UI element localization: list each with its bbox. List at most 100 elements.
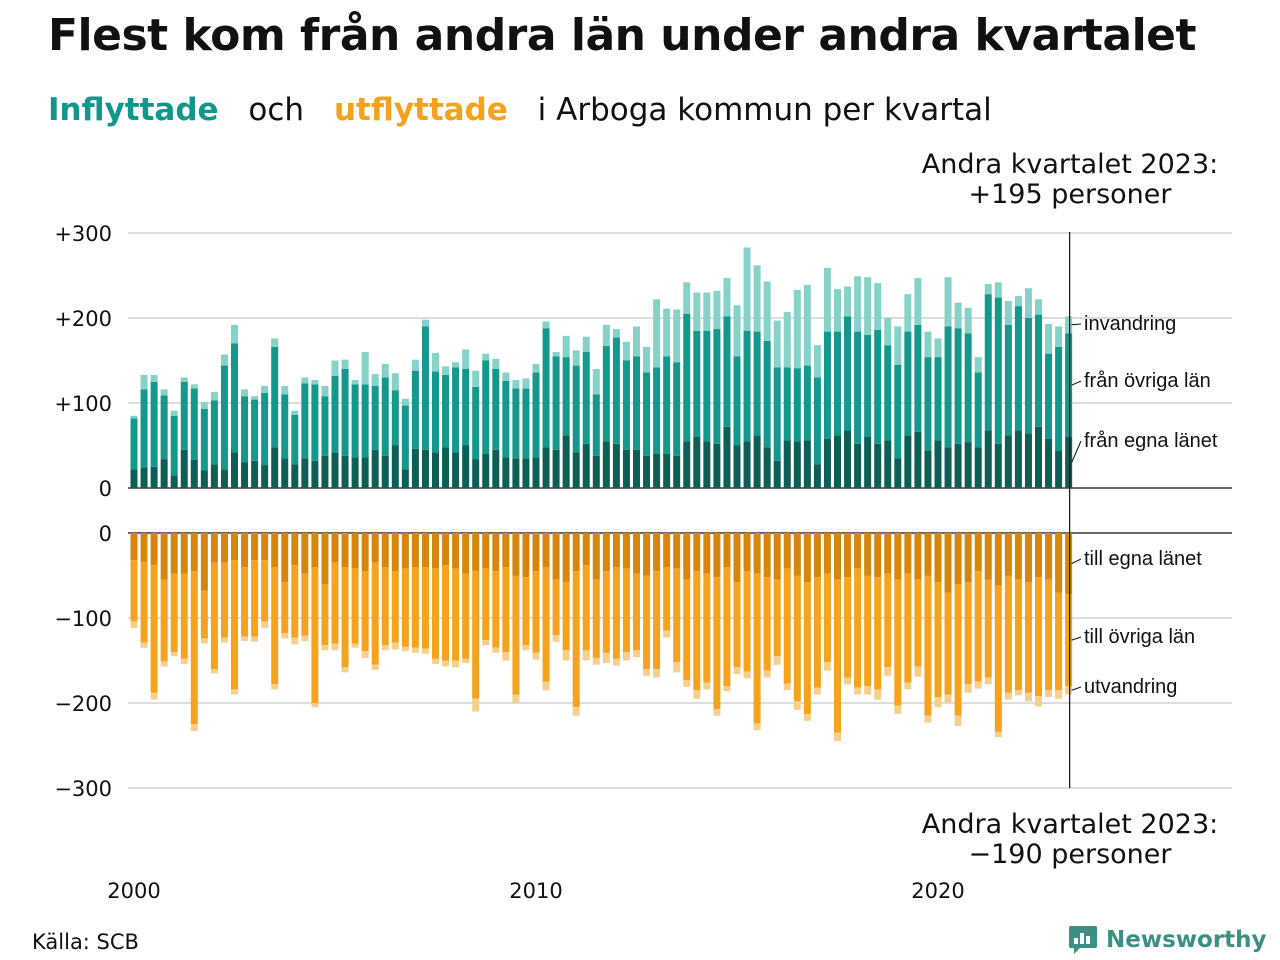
bar-inflow-invandring <box>683 282 691 314</box>
bar-inflow-egna <box>301 458 309 488</box>
bar-inflow-ovriga <box>311 384 319 461</box>
bar-inflow-ovriga <box>572 365 580 453</box>
bar-outflow-utvandring <box>643 669 651 676</box>
segment-leader-line <box>1071 558 1082 565</box>
bar-inflow-ovriga <box>281 394 289 459</box>
bar-outflow-ovriga <box>582 565 590 651</box>
bar-inflow-egna <box>150 466 158 488</box>
bar-inflow-invandring <box>884 318 892 346</box>
bar-outflow-ovriga <box>321 584 329 646</box>
bar-inflow-egna <box>643 455 651 488</box>
bar-outflow-egna <box>341 533 349 567</box>
bar-outflow-ovriga <box>1055 592 1063 691</box>
bar-inflow-invandring <box>341 359 349 369</box>
bar-inflow-egna <box>803 440 811 488</box>
bar-outflow-egna <box>371 533 379 563</box>
bar-inflow-ovriga <box>803 365 811 441</box>
bar-inflow-invandring <box>190 384 198 389</box>
bar-inflow-ovriga <box>251 399 259 461</box>
bar-outflow-utvandring <box>1055 690 1063 699</box>
annotation-bottom: Andra kvartalet 2023: −190 personer <box>920 810 1220 870</box>
bar-outflow-egna <box>974 533 982 572</box>
subtitle-and-word: och <box>248 92 305 128</box>
bar-inflow-egna <box>974 447 982 488</box>
bar-outflow-ovriga <box>190 571 198 725</box>
bar-inflow-invandring <box>582 336 590 352</box>
bar-outflow-ovriga <box>854 568 862 688</box>
bar-inflow-invandring <box>532 363 540 373</box>
bar-inflow-ovriga <box>1055 346 1063 451</box>
bar-outflow-egna <box>1024 533 1032 583</box>
x-tick-label: 2000 <box>107 879 160 903</box>
bar-outflow-ovriga <box>1014 579 1022 691</box>
bar-inflow-invandring <box>1024 288 1032 318</box>
bar-outflow-egna <box>964 533 972 583</box>
bar-outflow-ovriga <box>462 573 470 659</box>
bar-outflow-egna <box>954 533 962 584</box>
bar-outflow-utvandring <box>793 701 801 710</box>
bar-inflow-invandring <box>934 338 942 358</box>
bar-outflow-egna <box>361 533 369 572</box>
bar-outflow-utvandring <box>713 708 721 716</box>
bar-outflow-egna <box>1045 533 1053 580</box>
bar-outflow-ovriga <box>502 567 510 652</box>
bar-outflow-utvandring <box>140 642 148 648</box>
y-tick-label: −200 <box>54 692 112 716</box>
bar-outflow-utvandring <box>180 658 188 664</box>
bar-inflow-invandring <box>401 398 409 406</box>
bar-outflow-ovriga <box>281 582 289 634</box>
bar-inflow-invandring <box>361 352 369 385</box>
bar-inflow-ovriga <box>381 377 389 456</box>
bar-inflow-invandring <box>442 366 450 375</box>
bar-inflow-egna <box>401 469 409 488</box>
bar-inflow-ovriga <box>713 329 721 444</box>
bar-outflow-ovriga <box>934 582 942 698</box>
bar-inflow-egna <box>462 445 470 488</box>
bar-inflow-ovriga <box>1035 314 1042 427</box>
y-tick-label: −100 <box>54 607 112 631</box>
bar-outflow-egna <box>703 533 711 574</box>
bar-inflow-invandring <box>773 320 781 368</box>
bar-inflow-egna <box>683 441 691 488</box>
bar-outflow-egna <box>231 533 238 561</box>
bar-outflow-utvandring <box>813 687 821 695</box>
bar-outflow-egna <box>834 533 841 580</box>
bar-inflow-egna <box>793 441 801 488</box>
bar-outflow-ovriga <box>150 565 158 693</box>
bar-inflow-ovriga <box>472 386 480 460</box>
bar-inflow-egna <box>713 443 721 488</box>
bar-inflow-egna <box>1065 437 1073 488</box>
bar-outflow-egna <box>411 533 419 567</box>
bar-inflow-ovriga <box>1024 318 1032 434</box>
bar-outflow-ovriga <box>1004 575 1012 693</box>
bar-outflow-ovriga <box>914 579 922 667</box>
bar-outflow-ovriga <box>904 573 912 683</box>
bar-inflow-egna <box>241 462 249 488</box>
bar-inflow-ovriga <box>210 400 218 465</box>
bar-inflow-invandring <box>854 276 862 332</box>
bar-outflow-egna <box>823 533 831 574</box>
bar-outflow-egna <box>803 533 811 583</box>
bar-outflow-egna <box>311 533 319 567</box>
x-tick-label: 2010 <box>509 879 562 903</box>
bar-inflow-egna <box>582 443 590 488</box>
bar-inflow-ovriga <box>733 356 741 446</box>
bar-outflow-ovriga <box>452 568 460 661</box>
bar-outflow-utvandring <box>874 689 882 700</box>
bar-outflow-utvandring <box>331 643 339 651</box>
bar-outflow-egna <box>532 533 540 572</box>
bar-outflow-egna <box>1014 533 1022 580</box>
bar-inflow-ovriga <box>532 372 540 458</box>
bar-outflow-egna <box>150 533 158 566</box>
bar-inflow-egna <box>864 437 872 488</box>
bar-inflow-egna <box>432 452 439 488</box>
bar-inflow-egna <box>592 455 600 488</box>
bar-outflow-utvandring <box>763 670 771 678</box>
bar-outflow-ovriga <box>703 573 711 683</box>
bar-outflow-egna <box>602 533 610 572</box>
y-tick-label: −300 <box>54 777 112 801</box>
bar-inflow-egna <box>421 449 429 488</box>
bar-inflow-egna <box>341 455 349 488</box>
bar-outflow-utvandring <box>844 677 852 685</box>
bar-inflow-egna <box>361 457 369 488</box>
